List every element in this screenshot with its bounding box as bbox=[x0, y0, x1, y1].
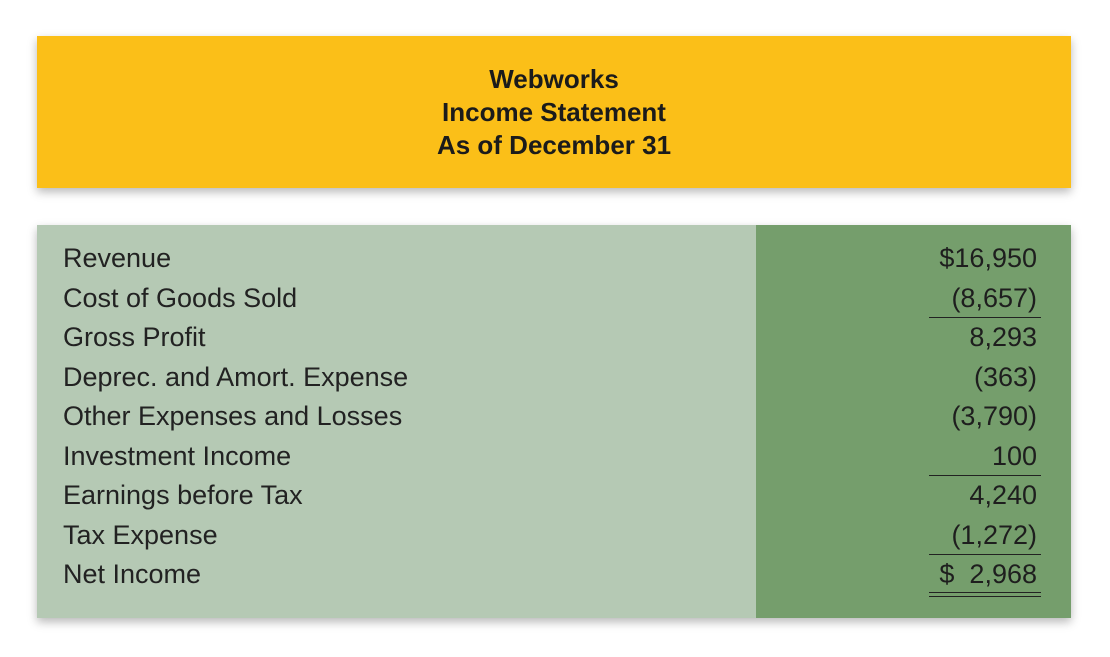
row-value: 4,240 bbox=[969, 480, 1037, 510]
row-value: (3,790) bbox=[951, 401, 1037, 431]
subtotal-rule bbox=[929, 554, 1041, 555]
row-deprec-amort: Deprec. and Amort. Expense (363) bbox=[37, 358, 1071, 398]
row-investment-income: Investment Income 100 bbox=[37, 437, 1071, 476]
row-label: Investment Income bbox=[63, 440, 292, 471]
statement-period: As of December 31 bbox=[436, 129, 672, 160]
row-value: $16,950 bbox=[939, 243, 1037, 273]
statement-header: Webworks Income Statement As of December… bbox=[37, 36, 1071, 188]
row-label: Deprec. and Amort. Expense bbox=[63, 361, 409, 392]
values-column bbox=[756, 225, 1071, 618]
statement-title: Income Statement bbox=[442, 96, 666, 127]
company-name: Webworks bbox=[489, 63, 619, 94]
row-value: (1,272) bbox=[951, 519, 1037, 550]
subtotal-rule bbox=[929, 317, 1041, 318]
row-label: Earnings before Tax bbox=[63, 480, 303, 510]
row-label: Gross Profit bbox=[63, 322, 206, 352]
row-value: $ 2,968 bbox=[939, 559, 1037, 589]
row-value: (8,657) bbox=[951, 282, 1037, 313]
row-revenue: Revenue $16,950 bbox=[37, 239, 1071, 279]
row-value: 8,293 bbox=[969, 322, 1037, 352]
row-label: Cost of Goods Sold bbox=[63, 282, 298, 313]
row-label: Other Expenses and Losses bbox=[63, 401, 403, 431]
row-value: 100 bbox=[991, 440, 1037, 471]
row-label: Revenue bbox=[63, 243, 172, 273]
subtotal-rule bbox=[929, 475, 1041, 476]
row-label: Net Income bbox=[63, 559, 202, 589]
total-double-rule bbox=[929, 591, 1041, 597]
row-earnings-before-tax: Earnings before Tax 4,240 bbox=[37, 476, 1071, 516]
row-other-expenses: Other Expenses and Losses (3,790) bbox=[37, 397, 1071, 437]
row-net-income: Net Income $ 2,968 bbox=[37, 555, 1071, 597]
labels-column bbox=[37, 225, 756, 618]
row-cost-of-goods-sold: Cost of Goods Sold (8,657) bbox=[37, 279, 1071, 318]
row-tax-expense: Tax Expense (1,272) bbox=[37, 516, 1071, 555]
row-value: (363) bbox=[973, 361, 1037, 392]
row-gross-profit: Gross Profit 8,293 bbox=[37, 318, 1071, 358]
statement-rows: Revenue $16,950 Cost of Goods Sold (8,65… bbox=[37, 239, 1071, 597]
income-statement-table: Revenue $16,950 Cost of Goods Sold (8,65… bbox=[37, 225, 1071, 618]
row-label: Tax Expense bbox=[63, 519, 218, 550]
